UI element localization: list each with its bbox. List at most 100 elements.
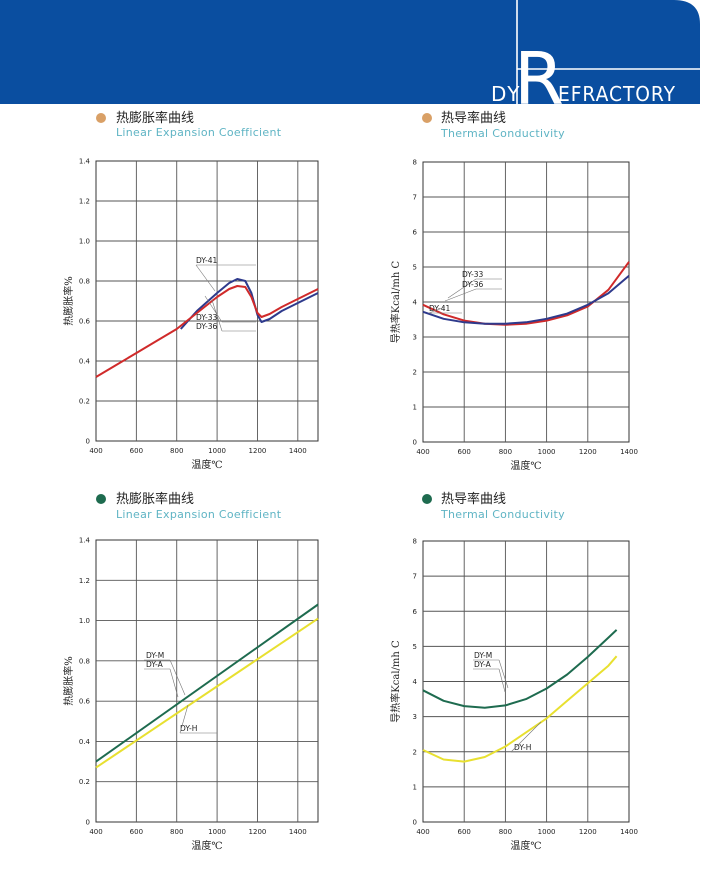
x-tick-label: 1000: [538, 448, 556, 456]
callout-label: DY-A: [146, 660, 164, 669]
y-tick-label: 0: [86, 438, 90, 446]
y-tick-label: 0: [413, 439, 417, 447]
x-tick-label: 1000: [538, 828, 556, 836]
y-axis-label: 导热率Kcal/mh C: [389, 260, 402, 343]
chart-title-cn: 热膨胀率曲线: [116, 110, 194, 126]
y-tick-label: 6: [413, 229, 418, 237]
y-tick-label: 1: [413, 783, 417, 791]
title-bullet-icon: [422, 113, 432, 123]
x-tick-label: 800: [499, 448, 512, 456]
callout-label: DY-36: [462, 280, 484, 289]
x-tick-label: 1200: [249, 828, 267, 836]
series-line-dy-m: [422, 629, 618, 709]
y-tick-label: 0.6: [79, 698, 91, 706]
brand-prefix: DY: [491, 82, 522, 104]
series-line-dy-h: [422, 655, 618, 763]
title-bullet-icon: [422, 494, 432, 504]
y-tick-label: 1.4: [79, 158, 91, 166]
x-tick-label: 600: [130, 828, 143, 836]
y-tick-label: 0.4: [79, 738, 91, 746]
brand-big-letter: R: [514, 37, 564, 104]
x-axis-label: 温度℃: [510, 839, 541, 852]
x-tick-label: 400: [416, 448, 429, 456]
callout-leader: [211, 299, 223, 332]
y-tick-label: 1.4: [79, 537, 91, 545]
x-tick-label: 600: [130, 447, 143, 455]
x-tick-label: 600: [458, 828, 471, 836]
y-tick-label: 0.2: [79, 778, 90, 786]
y-tick-label: 5: [413, 643, 417, 651]
callout-label: DY-M: [474, 651, 492, 660]
series-line-dy-33: [95, 285, 319, 378]
y-tick-label: 4: [413, 299, 418, 307]
x-tick-label: 800: [499, 828, 512, 836]
plot-frame: [95, 539, 319, 823]
x-tick-label: 1200: [579, 448, 597, 456]
series-line-dy-h: [95, 617, 319, 769]
chart-title-en: Thermal Conductivity: [440, 127, 565, 140]
chart-title-cn: 热导率曲线: [441, 491, 506, 507]
callout-leader: [169, 659, 186, 696]
callout-label: DY-H: [514, 743, 531, 752]
y-tick-label: 8: [413, 159, 417, 167]
y-tick-label: 0.8: [79, 278, 90, 286]
series-line-dy-41: [180, 278, 319, 330]
callout-leader: [498, 668, 506, 693]
y-tick-label: 0: [413, 819, 417, 827]
callout-label: DY-M: [146, 651, 164, 660]
callout-label: DY-33: [196, 313, 218, 322]
x-tick-label: 1200: [579, 828, 597, 836]
x-tick-label: 400: [89, 447, 102, 455]
y-tick-label: 5: [413, 264, 417, 272]
x-tick-label: 1400: [289, 828, 307, 836]
y-tick-label: 1: [413, 404, 417, 412]
callout-label: DY-41: [196, 256, 218, 265]
y-tick-label: 7: [413, 573, 417, 581]
callout-label: DY-A: [474, 660, 492, 669]
x-tick-label: 600: [458, 448, 471, 456]
y-tick-label: 1.0: [79, 617, 90, 625]
callout-leader: [428, 306, 446, 314]
header-banner: DY R EFRACTORY: [0, 0, 700, 104]
callout-leader: [510, 721, 542, 753]
callout-leader: [498, 659, 509, 689]
header-background: [0, 0, 700, 104]
y-tick-label: 2: [413, 369, 417, 377]
title-bullet-icon: [96, 494, 106, 504]
callout-label: DY-41: [429, 304, 451, 313]
callout-leader: [444, 288, 477, 302]
callout-leader: [179, 704, 189, 734]
x-tick-label: 1000: [208, 447, 226, 455]
x-tick-label: 1400: [289, 447, 307, 455]
x-axis-label: 温度℃: [191, 458, 222, 471]
y-tick-label: 6: [413, 608, 418, 616]
callout-label: DY-33: [462, 270, 484, 279]
brand-suffix: EFRACTORY: [558, 82, 676, 104]
chart-title-en: Linear Expansion Coefficient: [116, 508, 282, 521]
x-axis-label: 温度℃: [191, 839, 222, 852]
y-tick-label: 8: [413, 538, 417, 546]
chart-title-cn: 热导率曲线: [441, 110, 506, 126]
callout-label: DY-H: [180, 724, 197, 733]
y-tick-label: 7: [413, 194, 417, 202]
y-tick-label: 0.2: [79, 398, 90, 406]
y-axis-label: 热膨胀率%: [62, 276, 75, 326]
y-tick-label: 0.6: [79, 318, 91, 326]
title-bullet-icon: [96, 113, 106, 123]
x-tick-label: 400: [416, 828, 429, 836]
y-axis-label: 热膨胀率%: [62, 656, 75, 706]
y-tick-label: 0: [86, 819, 90, 827]
y-tick-label: 1.2: [79, 577, 90, 585]
callout-leader: [169, 668, 179, 698]
x-axis-label: 温度℃: [510, 459, 541, 472]
x-tick-label: 1400: [620, 828, 638, 836]
x-tick-label: 800: [170, 828, 183, 836]
y-tick-label: 3: [413, 334, 417, 342]
y-tick-label: 4: [413, 678, 418, 686]
chart-title-en: Linear Expansion Coefficient: [116, 126, 282, 139]
y-tick-label: 1.0: [79, 238, 90, 246]
chart-title-en: Thermal Conductivity: [440, 508, 565, 521]
